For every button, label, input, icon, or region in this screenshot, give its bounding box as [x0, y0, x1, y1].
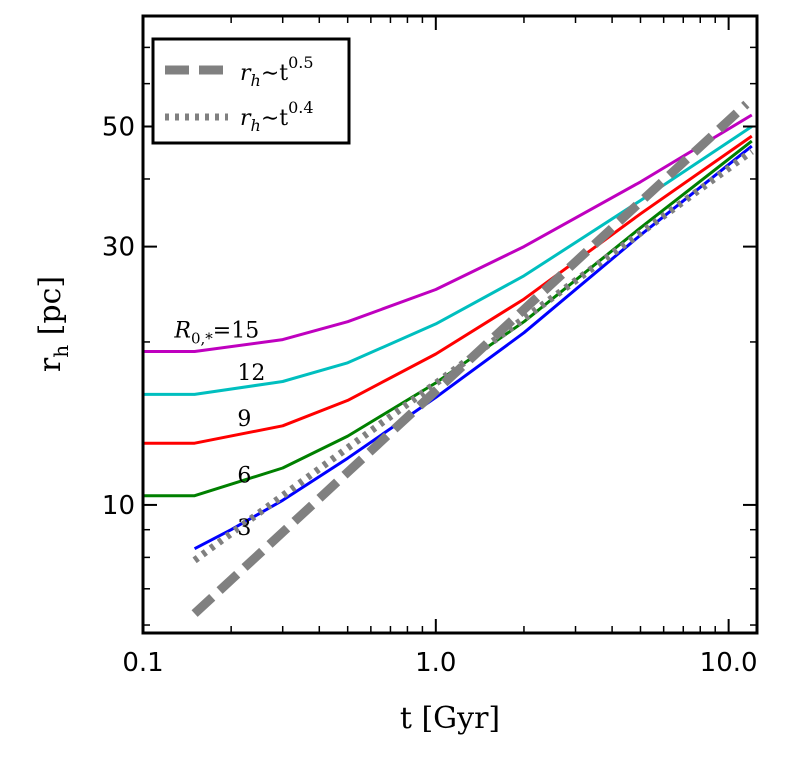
- curve-label-2: 9: [237, 407, 251, 432]
- y-tick-label: 30: [102, 233, 135, 263]
- series-r0-3: [193, 144, 753, 551]
- x-tick-label: 1.0: [415, 648, 456, 678]
- legend-box: [151, 37, 351, 145]
- series-r0-15: [143, 113, 753, 353]
- axes-frame: [141, 14, 759, 635]
- curve-label-1: 12: [237, 361, 265, 386]
- x-tick-label: 0.1: [122, 648, 163, 678]
- curve-label-3: 6: [237, 464, 251, 489]
- y-tick-label: 10: [102, 491, 135, 521]
- legend-entry-1: rh∼t0.5: [240, 53, 314, 90]
- legend: rh∼t0.5 rh∼t0.4: [151, 37, 351, 145]
- series-r0-12: [143, 125, 753, 396]
- y-tick-label: 50: [102, 113, 135, 143]
- ticks-layer: 0.1 1.0 10.0 10 30 50: [102, 15, 758, 678]
- x-axis-label: t [Gyr]: [400, 701, 500, 736]
- curve-label-0: R0,*=15: [173, 318, 259, 347]
- series-r0-9: [143, 134, 753, 445]
- curve-label-4: 3: [237, 516, 251, 541]
- x-tick-label: 10.0: [700, 648, 758, 678]
- legend-entry-2: rh∼t0.4: [240, 98, 314, 135]
- curve-labels: R0,*=15 12 9 6 3: [173, 318, 265, 541]
- y-axis-label: rh [pc]: [33, 276, 73, 372]
